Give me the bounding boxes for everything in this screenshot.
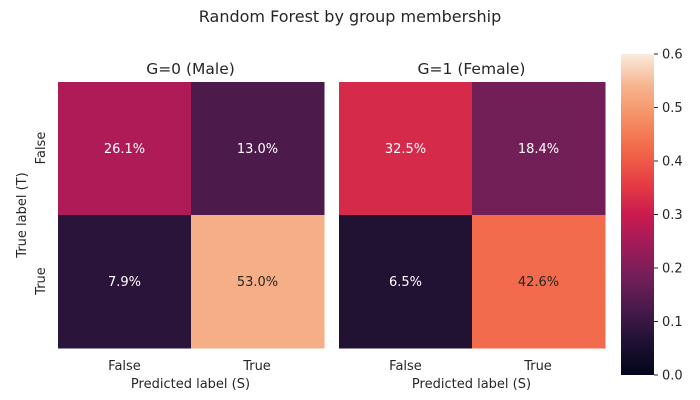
- panel-1-title: G=1 (Female): [418, 60, 526, 78]
- panel-0-cell-0-0: [58, 82, 192, 216]
- colorbar-tick-label-1: 0.1: [662, 315, 683, 330]
- panel-0-cell-label-1-1: 53.0%: [237, 275, 278, 290]
- panel-0-xtick-1: True: [242, 359, 271, 374]
- chart-title: Random Forest by group membership: [199, 7, 501, 26]
- panel-0: G=0 (Male) 26.1% 13.0% 7.9% 53.0% False Tru…: [15, 60, 325, 392]
- colorbar-tick-label-3: 0.3: [662, 208, 683, 223]
- colorbar-tick-label-2: 0.2: [662, 262, 683, 277]
- colorbar-tick-label-0: 0.0: [662, 369, 683, 384]
- panel-0-xlabel: Predicted label (S): [131, 377, 250, 392]
- panel-0-ytick-0: False: [34, 132, 49, 165]
- colorbar-tick-label-4: 0.4: [662, 155, 683, 170]
- panel-1-cell-0-0: [339, 82, 473, 216]
- panel-1-cell-label-0-1: 18.4%: [518, 142, 559, 157]
- ylabel: True label (T): [15, 172, 30, 258]
- panel-1-cell-1-0: [339, 215, 473, 349]
- colorbar: 0.0 0.1 0.2 0.3 0.4 0.5 0.6: [621, 48, 683, 384]
- panel-0-cell-label-0-1: 13.0%: [237, 142, 278, 157]
- panel-0-title: G=0 (Male): [146, 60, 235, 78]
- colorbar-tick-label-5: 0.5: [662, 101, 683, 116]
- panel-0-cell-label-0-0: 26.1%: [104, 142, 145, 157]
- panel-1-cell-0-1: [472, 82, 606, 216]
- panel-1: G=1 (Female) 32.5% 18.4% 6.5% 42.6% False T…: [339, 60, 606, 392]
- panel-1-xtick-1: True: [523, 359, 552, 374]
- colorbar-tick-label-6: 0.6: [662, 48, 683, 63]
- panel-1-cell-label-1-1: 42.6%: [518, 275, 559, 290]
- panel-1-xtick-0: False: [389, 359, 422, 374]
- colorbar-gradient: [621, 54, 654, 375]
- panel-0-ytick-1: True: [34, 267, 49, 296]
- panel-0-cell-1-1: [191, 215, 325, 349]
- panel-1-xlabel: Predicted label (S): [412, 377, 531, 392]
- panel-1-cell-label-1-0: 6.5%: [389, 275, 422, 290]
- panel-1-cell-label-0-0: 32.5%: [385, 142, 426, 157]
- panel-0-xtick-0: False: [108, 359, 141, 374]
- panel-0-cell-label-1-0: 7.9%: [108, 275, 141, 290]
- panel-0-cell-1-0: [58, 215, 192, 349]
- panel-0-cell-0-1: [191, 82, 325, 216]
- panel-1-cell-1-1: [472, 215, 606, 349]
